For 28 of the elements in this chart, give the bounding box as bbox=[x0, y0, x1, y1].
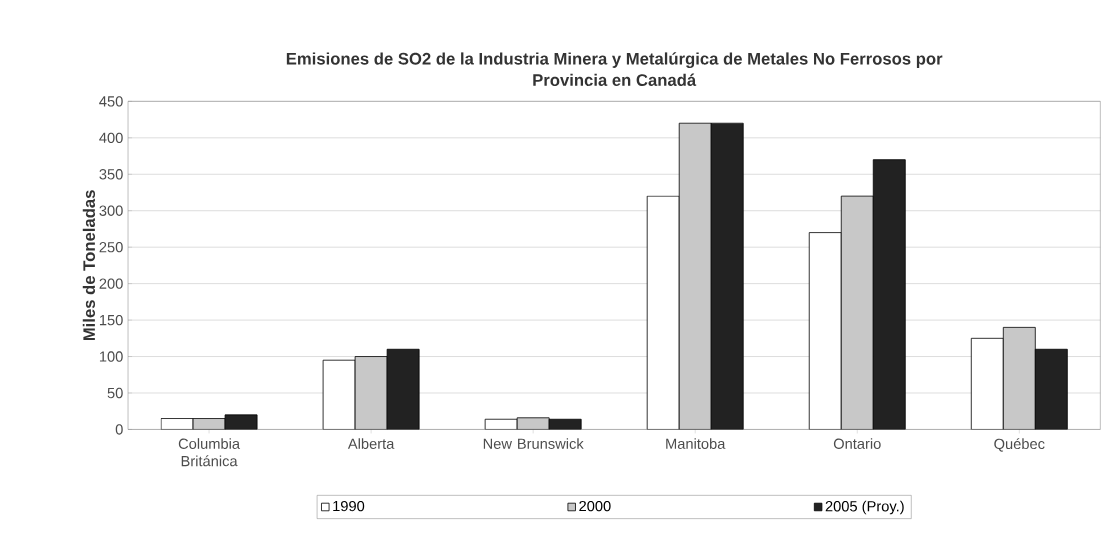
legend-label: 2005 (Proy.) bbox=[825, 500, 904, 515]
y-tick-label: 50 bbox=[107, 387, 123, 399]
x-tick-label: New Brunswick bbox=[483, 438, 584, 449]
bar bbox=[386, 348, 420, 430]
x-tick-label: Manitoba bbox=[666, 438, 726, 449]
y-tick-label: 450 bbox=[99, 96, 123, 107]
y-tick-label: 150 bbox=[99, 314, 123, 326]
y-axis-title: Miles de Toneladas bbox=[82, 190, 96, 341]
chart-title: Emisiones de SO2 de la Industria Minera y Metalúrgica de Metales No Ferrosos por Provincia en Canadá bbox=[286, 52, 943, 86]
legend-label: 1990 bbox=[333, 500, 365, 512]
bar bbox=[1034, 348, 1068, 430]
y-tick-label: 300 bbox=[99, 205, 123, 216]
y-tick-label: 100 bbox=[99, 351, 123, 362]
bar bbox=[710, 122, 744, 430]
bar bbox=[872, 159, 906, 430]
y-tick-label: 200 bbox=[99, 278, 123, 289]
x-tick-label: Québec bbox=[994, 438, 1045, 452]
bar bbox=[354, 356, 388, 430]
y-tick-label: 400 bbox=[99, 132, 123, 143]
legend-label: 2000 bbox=[579, 500, 611, 512]
y-tick-label: 250 bbox=[99, 241, 123, 253]
x-tick-label: Alberta bbox=[347, 438, 395, 449]
bar bbox=[517, 417, 550, 430]
y-tick-label: 0 bbox=[115, 424, 123, 435]
y-tick-label: 350 bbox=[99, 169, 123, 180]
x-tick-label: Ontario bbox=[833, 438, 881, 449]
x-tick-label: Columbia Británica bbox=[178, 438, 241, 467]
bar bbox=[1002, 326, 1036, 430]
